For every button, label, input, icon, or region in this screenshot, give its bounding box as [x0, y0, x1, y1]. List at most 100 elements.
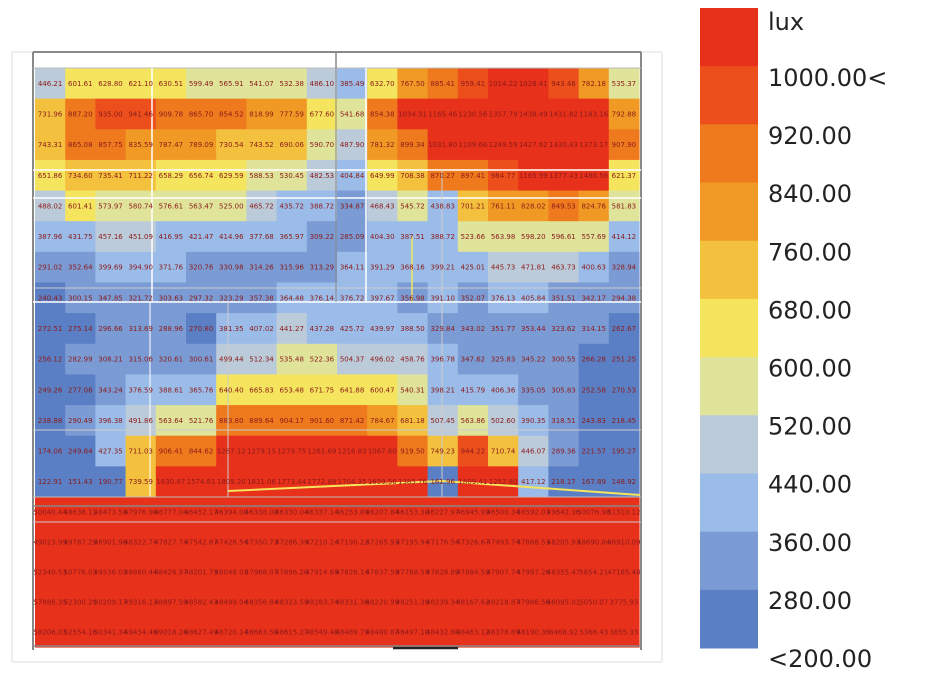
heatmap-cell: [337, 405, 368, 437]
cell-value-label: 507.45: [430, 417, 455, 425]
heatmap-cell: [488, 313, 519, 345]
cell-value-label: 48251.39: [396, 599, 429, 607]
cell-value-label: 598.20: [521, 233, 546, 241]
cell-value-label: 381.35: [219, 325, 244, 333]
cell-value-label: 49023.99: [33, 539, 66, 547]
heatmap-cell: [337, 343, 368, 376]
heatmap-cell: [427, 98, 459, 130]
cell-value-label: 404.30: [370, 233, 395, 241]
cell-value-label: 632.70: [370, 80, 395, 88]
legend-color-band: [700, 531, 758, 591]
cell-value-label: 883.80: [219, 417, 244, 425]
cell-value-label: 3775.93: [609, 599, 638, 607]
cell-value-label: 439.97: [370, 325, 395, 333]
heatmap-cell: [397, 374, 429, 406]
heatmap-cell: [578, 221, 610, 253]
cell-value-label: 782.18: [581, 80, 606, 88]
heatmap-cell: [337, 221, 368, 253]
heatmap-cell: [488, 68, 519, 100]
cell-value-label: 195.27: [612, 448, 637, 456]
heatmap-cell: [457, 527, 489, 558]
cell-value-label: 629.59: [219, 172, 244, 180]
cell-value-label: 471.81: [521, 264, 546, 272]
heatmap-cell: [548, 435, 580, 467]
heatmap-cell: [427, 159, 459, 192]
heatmap-cell: [95, 159, 127, 192]
heatmap-cell: [518, 587, 549, 618]
cell-value-label: 563.64: [159, 417, 184, 425]
heatmap-cell: [608, 251, 640, 284]
cell-value-label: 399.69: [98, 264, 123, 272]
cell-value-label: 48499.04: [215, 599, 249, 607]
heatmap-cell: [276, 617, 308, 648]
heatmap-cell: [548, 466, 580, 498]
heatmap-cell: [578, 374, 610, 406]
cell-value-label: 48720.14: [215, 629, 249, 637]
cell-value-label: 50209.17: [94, 599, 127, 607]
heatmap-cell: [65, 617, 96, 648]
cell-value-label: 351.51: [551, 294, 576, 302]
heatmap-cell: [65, 587, 96, 618]
cell-value-label: 48860.44: [124, 569, 158, 577]
heatmap-cell: [125, 313, 157, 345]
cell-value-label: 887.20: [68, 110, 93, 118]
cell-value-label: 421.47: [189, 233, 214, 241]
heatmap-cell: [578, 435, 610, 467]
heatmap-cell: [427, 435, 459, 467]
cell-value-label: 621.10: [128, 80, 153, 88]
cell-value-label: 941.46: [128, 110, 153, 118]
heatmap-cell: [397, 405, 429, 437]
heatmap-cell: [95, 190, 127, 222]
cell-value-label: 48463.12: [456, 629, 489, 637]
legend-color-band: [700, 182, 758, 242]
cell-value-label: 690.06: [279, 141, 304, 149]
cell-value-label: 314.15: [581, 325, 606, 333]
cell-value-label: 739.59: [128, 478, 153, 486]
floorplan-line: [227, 479, 641, 496]
cell-value-label: 243.83: [581, 417, 606, 425]
cell-value-label: 305.83: [551, 386, 576, 394]
heatmap-cell: [186, 374, 217, 406]
cell-value-label: 46394.00: [215, 509, 248, 517]
cell-value-label: 849.53: [551, 202, 576, 210]
heatmap-cell: [246, 313, 278, 345]
heatmap-cell: [367, 405, 398, 437]
heatmap-cell: [367, 98, 398, 130]
heatmap-cell: [367, 68, 398, 100]
heatmap-cell: [397, 313, 429, 345]
cell-value-label: 5854.21: [579, 569, 608, 577]
cell-value-label: 789.09: [189, 141, 214, 149]
cell-value-label: 47907.74: [486, 569, 520, 577]
cell-value-label: 240.43: [38, 294, 63, 302]
cell-value-label: 711.22: [128, 172, 153, 180]
heatmap-cell: [337, 557, 368, 588]
cell-value-label: 47896.20: [275, 569, 308, 577]
cell-value-label: 417.12: [521, 478, 546, 486]
heatmap-cell: [608, 129, 640, 161]
cell-value-label: 565.91: [219, 80, 244, 88]
legend-color-band: [700, 8, 758, 67]
heatmap-cell: [548, 587, 580, 618]
heatmap-cell: [457, 617, 489, 648]
heatmap-cell: [246, 190, 278, 222]
heatmap-cell: [518, 527, 549, 558]
cell-value-label: 784.67: [370, 417, 395, 425]
cell-value-label: 580.74: [128, 202, 153, 210]
cell-value-label: 735.41: [98, 172, 123, 180]
cell-value-label: 641.88: [340, 386, 365, 394]
heatmap-cell: [427, 68, 459, 100]
heatmap-cell: [35, 98, 66, 130]
heatmap-cell: [155, 251, 187, 284]
heatmap-cell: [427, 374, 459, 406]
heatmap-cell: [488, 557, 519, 588]
legend-color-band: [700, 66, 758, 125]
cell-value-label: 541.07: [249, 80, 274, 88]
heatmap-cell: [578, 343, 610, 376]
cell-value-label: 48190.36: [517, 629, 551, 637]
cell-value-label: 48901.98: [94, 539, 127, 547]
heatmap-cell: [518, 251, 549, 284]
cell-value-label: 343.24: [98, 386, 123, 394]
cell-value-label: 743.52: [249, 141, 274, 149]
cell-value-label: 1165.46: [428, 110, 457, 118]
cell-value-label: 445.73: [491, 264, 516, 272]
